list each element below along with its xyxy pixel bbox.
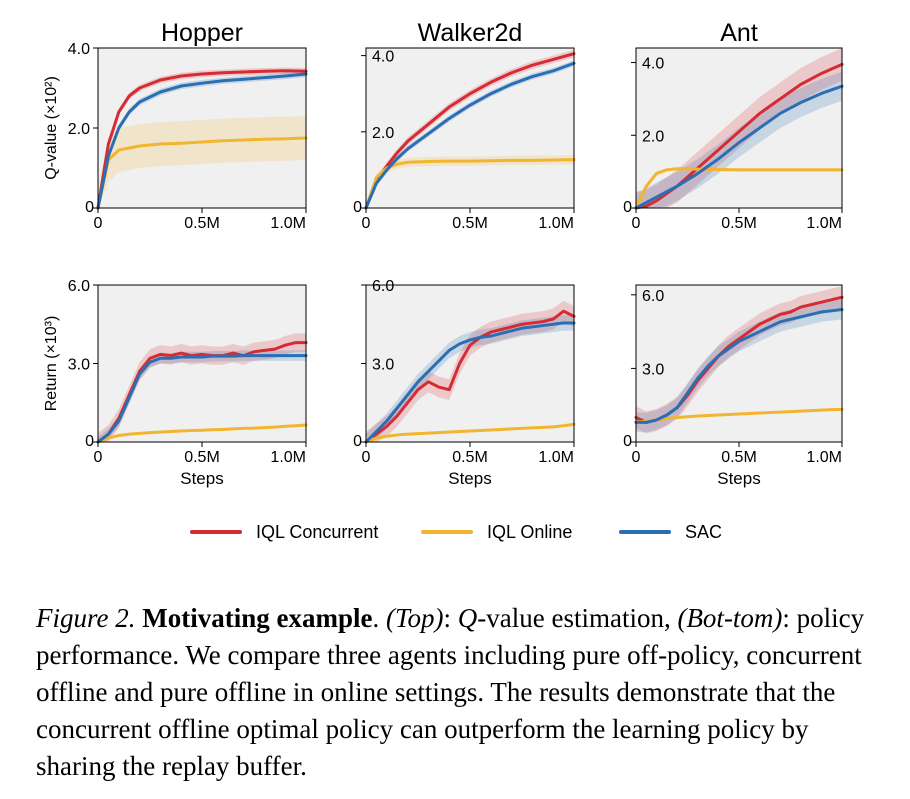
subplot-6: 0 0.5M 1.0M 0 3.0 6.0 Steps [623, 284, 844, 488]
y-tick-label: 2.0 [642, 128, 664, 145]
y-tick-label: 3.0 [372, 357, 394, 374]
y-axis-label: Return (×10³) [43, 316, 60, 412]
series-line [634, 308, 844, 424]
x-axis-label: Steps [717, 469, 760, 488]
subplot-3: 0 0.5M 1.0M 0 2.0 4.0 Ant [623, 19, 844, 232]
legend-label: SAC [685, 522, 722, 542]
x-tick-label: 1.0M [806, 215, 842, 232]
y-tick-label: 6.0 [68, 278, 90, 295]
subplot-5: 0 0.5M 1.0M 0 3.0 6.0 Steps [353, 278, 576, 488]
x-tick-label: 0.5M [452, 449, 488, 466]
x-tick-label: 1.0M [270, 449, 306, 466]
caption-text-4: : policy performance. We compare three a… [36, 603, 865, 781]
y-tick-label: 0 [623, 199, 632, 216]
y-tick-label: 3.0 [68, 357, 90, 374]
confidence-band [636, 299, 842, 433]
x-tick-label: 0 [94, 449, 103, 466]
series-line [634, 84, 844, 210]
x-tick-label: 1.0M [270, 215, 306, 232]
series-line [364, 321, 576, 444]
legend-label: IQL Concurrent [256, 522, 378, 542]
series-line [634, 62, 844, 210]
x-tick-label: 0.5M [721, 215, 757, 232]
x-axis-label: Steps [448, 469, 491, 488]
plot-area [636, 285, 842, 442]
series-line [364, 52, 576, 210]
y-tick-label: 2.0 [68, 121, 90, 138]
plot-area [636, 48, 842, 208]
caption-text-3: -value estimation, [477, 603, 678, 633]
x-tick-label: 0 [362, 215, 371, 232]
caption-title: Motivating example [142, 603, 373, 633]
subplot-2: 0 0.5M 1.0M 0 2.0 4.0 Walker2d [353, 19, 576, 232]
y-tick-label: 0 [353, 433, 362, 450]
caption-bottom-label: (Bot-tom) [677, 603, 783, 633]
x-tick-label: 0 [632, 215, 641, 232]
figure-caption: Figure 2. Motivating example. (Top): Q-v… [36, 600, 876, 785]
series-line [634, 407, 844, 424]
series-line [96, 423, 308, 444]
subplot-4: 0 0.5M 1.0M 0 3.0 6.0 Steps Return (×10³) [43, 278, 308, 488]
y-tick-label: 0 [85, 199, 94, 216]
x-tick-label: 0 [632, 449, 641, 466]
subplot-title: Hopper [161, 19, 243, 47]
plot-area [98, 285, 306, 442]
caption-text-1: . [372, 603, 386, 633]
x-tick-label: 0.5M [452, 215, 488, 232]
series-line [364, 61, 576, 210]
series-line [96, 354, 308, 444]
y-tick-label: 6.0 [372, 278, 394, 295]
x-tick-label: 0 [362, 449, 371, 466]
y-tick-label: 6.0 [642, 288, 664, 305]
x-tick-label: 0.5M [184, 449, 220, 466]
y-tick-label: 4.0 [642, 56, 664, 73]
series-line [96, 72, 308, 210]
legend: IQL Concurrent IQL Online SAC [190, 522, 722, 542]
legend-label: IQL Online [487, 522, 572, 542]
series-line [96, 69, 308, 210]
caption-text-2: : [443, 603, 458, 633]
x-tick-label: 1.0M [538, 215, 574, 232]
x-tick-label: 1.0M [806, 449, 842, 466]
subplot-1: 0 0.5M 1.0M 0 2.0 4.0 Hopper Q-value (×10²) [43, 19, 308, 232]
plot-area [366, 285, 574, 442]
series-line [364, 309, 576, 444]
series-line [364, 422, 576, 444]
caption-q-variable: Q [457, 603, 478, 633]
subplot-title: Ant [720, 19, 758, 47]
figure-grid: 0 0.5M 1.0M 0 2.0 4.0 Hopper Q-value (×10²) 0 0.5… [43, 19, 844, 542]
y-axis-label: Q-value (×10²) [43, 76, 60, 180]
x-tick-label: 0 [94, 215, 103, 232]
x-tick-label: 0.5M [721, 449, 757, 466]
x-axis-label: Steps [180, 469, 223, 488]
caption-figure-label: Figure 2. [36, 603, 136, 633]
series-line [634, 167, 844, 210]
x-tick-label: 0.5M [184, 215, 220, 232]
y-tick-label: 0 [85, 433, 94, 450]
y-tick-label: 3.0 [642, 361, 664, 378]
subplot-title: Walker2d [418, 19, 523, 47]
confidence-band [98, 350, 306, 442]
y-tick-label: 0 [353, 199, 362, 216]
y-tick-label: 4.0 [68, 41, 90, 58]
x-tick-label: 1.0M [538, 449, 574, 466]
y-tick-label: 4.0 [372, 49, 394, 66]
y-tick-label: 0 [623, 433, 632, 450]
y-tick-label: 2.0 [372, 125, 394, 142]
caption-top-label: (Top) [385, 603, 444, 633]
confidence-band [636, 71, 842, 209]
series-line [96, 136, 308, 210]
